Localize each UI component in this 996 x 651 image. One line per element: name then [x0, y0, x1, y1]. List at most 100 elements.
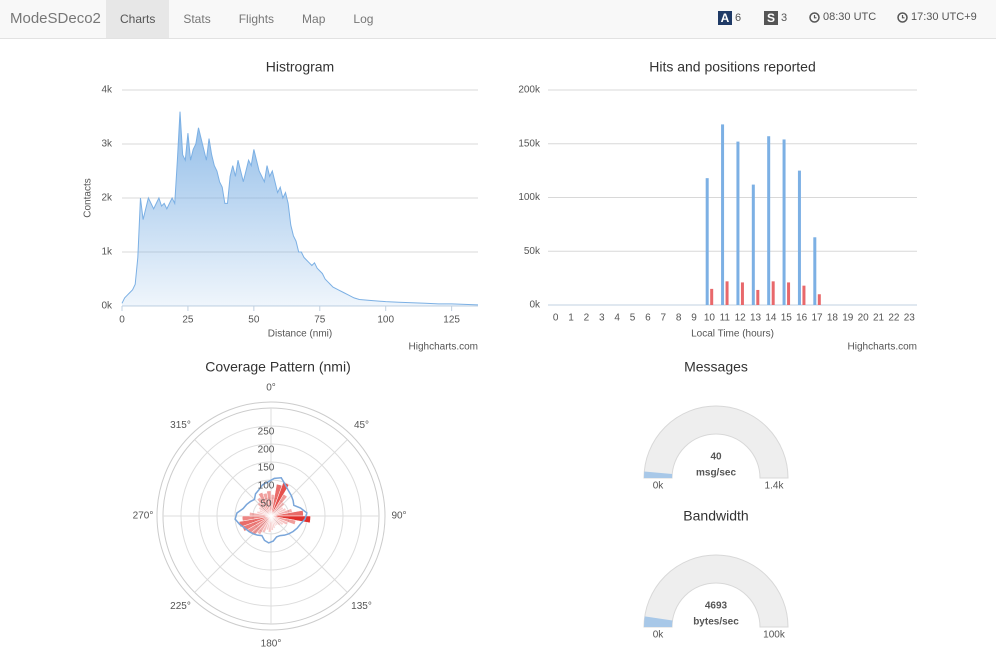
x-tick-label: 17 — [812, 313, 824, 324]
y-tick-label: 0k — [529, 300, 541, 311]
polar-column — [258, 491, 272, 517]
radial-tick-label: 100 — [258, 481, 275, 492]
polar-column — [270, 493, 288, 517]
tab[interactable]: Flights — [238, 12, 275, 26]
bar — [817, 294, 821, 305]
x-tick-label: 9 — [691, 313, 697, 324]
spoke — [194, 515, 272, 593]
x-tick-label: 12 — [735, 313, 747, 324]
badge: S — [764, 11, 778, 25]
credits: Highcharts.com — [409, 342, 478, 353]
polar-column — [270, 515, 282, 527]
bar — [787, 282, 791, 305]
x-tick-label: 23 — [904, 313, 916, 324]
x-tick-label: 4 — [614, 313, 620, 324]
bar — [721, 124, 725, 306]
gauge-tick-label: 1.4k — [765, 481, 785, 492]
x-tick-label: 100 — [377, 315, 394, 326]
angle-label: 270° — [133, 511, 154, 522]
y-tick-label: 4k — [101, 85, 113, 96]
spoke — [270, 515, 348, 593]
angle-label: 135° — [351, 601, 372, 612]
x-tick-label: 14 — [765, 313, 777, 324]
x-tick-label: 0 — [119, 315, 125, 326]
gauge-tick-label: 100k — [763, 630, 786, 641]
clock: 17:30 UTC+9 — [897, 11, 977, 23]
angle-label: 0° — [266, 383, 276, 394]
time: 08:30 UTC — [823, 11, 877, 23]
gauge-tick-label: 0k — [653, 630, 665, 641]
area — [122, 111, 478, 306]
navbar: ModeSDeco2 Charts Stats Flights Map Log … — [0, 0, 996, 39]
bar — [740, 282, 744, 305]
radial-tick-label: 250 — [258, 427, 275, 438]
brand[interactable]: ModeSDeco2 — [10, 10, 101, 27]
angle-label: 90° — [391, 511, 406, 522]
chart-title: Histrogram — [266, 59, 334, 75]
bar — [725, 281, 729, 305]
x-tick-label: 20 — [858, 313, 870, 324]
clock-icon — [897, 11, 908, 23]
gauge-unit: msg/sec — [696, 468, 736, 479]
x-tick-label: 0 — [553, 313, 559, 324]
angle-label: 225° — [170, 601, 191, 612]
bar — [751, 184, 755, 305]
x-tick-label: 1 — [568, 313, 574, 324]
x-tick-label: 5 — [630, 313, 636, 324]
x-tick-label: 25 — [182, 315, 194, 326]
bar — [767, 136, 771, 305]
x-tick-label: 15 — [781, 313, 793, 324]
polar-line — [234, 476, 308, 544]
count: 6 — [735, 12, 742, 24]
chart-title: Bandwidth — [683, 508, 748, 524]
status-a: A 6 — [718, 11, 741, 25]
y-tick-label: 150k — [518, 138, 541, 149]
x-tick-label: 2 — [584, 313, 590, 324]
count: 3 — [781, 12, 788, 24]
bar — [705, 178, 709, 305]
y-tick-label: 3k — [101, 139, 113, 150]
y-tick-label: 100k — [518, 192, 541, 203]
angle-label: 45° — [354, 420, 369, 431]
x-axis-label: Local Time (hours) — [691, 329, 774, 340]
x-tick-label: 18 — [827, 313, 839, 324]
clock: 08:30 UTC — [809, 11, 876, 23]
tab[interactable]: Stats — [183, 12, 211, 26]
x-tick-label: 21 — [873, 313, 885, 324]
x-tick-label: 11 — [720, 313, 731, 324]
bar — [771, 281, 775, 305]
gauge-value-label: 4693 — [705, 601, 728, 612]
x-tick-label: 75 — [314, 315, 326, 326]
bar — [782, 139, 786, 305]
x-tick-label: 16 — [796, 313, 808, 324]
chart-title: Coverage Pattern (nmi) — [205, 359, 351, 375]
x-tick-label: 50 — [248, 315, 260, 326]
y-tick-label: 1k — [101, 247, 113, 258]
radial-tick-label: 150 — [258, 463, 275, 474]
clock-icon — [809, 11, 820, 23]
gauge-unit: bytes/sec — [693, 617, 739, 628]
gauge-track — [643, 405, 789, 479]
gauge-track — [643, 554, 789, 628]
x-tick-label: 3 — [599, 313, 605, 324]
time: 17:30 UTC+9 — [911, 11, 977, 23]
y-tick-label: 0k — [101, 301, 113, 312]
polar-column — [241, 515, 272, 522]
bar — [802, 285, 806, 305]
polar-column — [266, 490, 272, 517]
angle-label: 315° — [170, 420, 191, 431]
tab[interactable]: Log — [353, 12, 374, 26]
radial-tick-label: 50 — [260, 499, 272, 510]
x-tick-label: 22 — [888, 313, 900, 324]
y-tick-label: 200k — [518, 85, 541, 96]
gauge-value-label: 40 — [710, 452, 722, 463]
y-tick-label: 50k — [524, 246, 541, 257]
x-tick-label: 10 — [704, 313, 716, 324]
credits: Highcharts.com — [848, 342, 917, 353]
tab[interactable]: Map — [302, 12, 326, 26]
tab[interactable]: Charts — [106, 0, 170, 38]
tabs: Charts Stats Flights Map Log — [106, 0, 387, 38]
badge: A — [718, 11, 732, 25]
area-line — [121, 111, 479, 306]
